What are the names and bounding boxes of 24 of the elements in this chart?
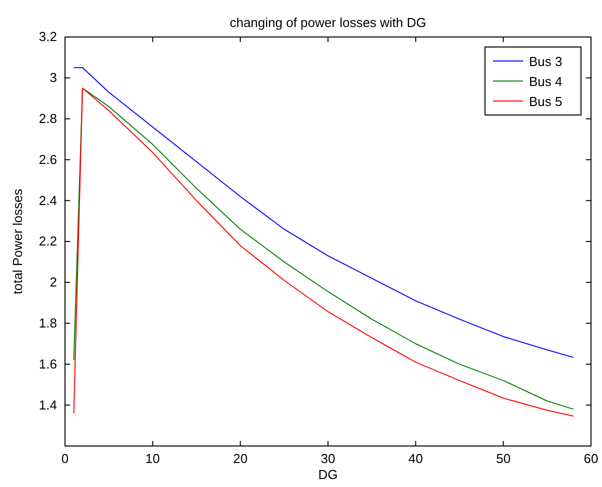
y-tick-label: 2.4: [38, 192, 57, 208]
y-axis-title: total Power losses: [10, 188, 25, 294]
x-tick-label: 20: [233, 451, 248, 466]
x-tick-label: 50: [496, 451, 511, 466]
y-tick-label: 1.8: [38, 315, 57, 330]
y-tick-label: 1.4: [38, 397, 57, 412]
legend-label: Bus 4: [529, 74, 562, 89]
y-tick-label: 2.8: [38, 110, 57, 126]
line-series: [73, 67, 574, 358]
x-tick-label: 40: [408, 451, 423, 466]
y-tick-label: 1.6: [38, 356, 57, 372]
y-tick-label: 2: [50, 274, 57, 290]
y-tick-label: 2.2: [38, 234, 57, 249]
x-tick-label: 0: [61, 451, 69, 466]
x-tick-label: 30: [320, 451, 336, 466]
y-tick-label: 3.2: [38, 29, 57, 44]
x-axis-title: DG: [318, 467, 338, 482]
x-tick-label: 60: [584, 451, 598, 466]
y-tick-label: 3: [50, 70, 57, 86]
y-tick-label: 2.6: [38, 152, 57, 167]
legend-label: Bus 3: [529, 54, 562, 69]
legend-label: Bus 5: [529, 94, 562, 109]
chart-title: changing of power losses with DG: [230, 15, 426, 30]
x-tick-label: 10: [145, 451, 160, 466]
